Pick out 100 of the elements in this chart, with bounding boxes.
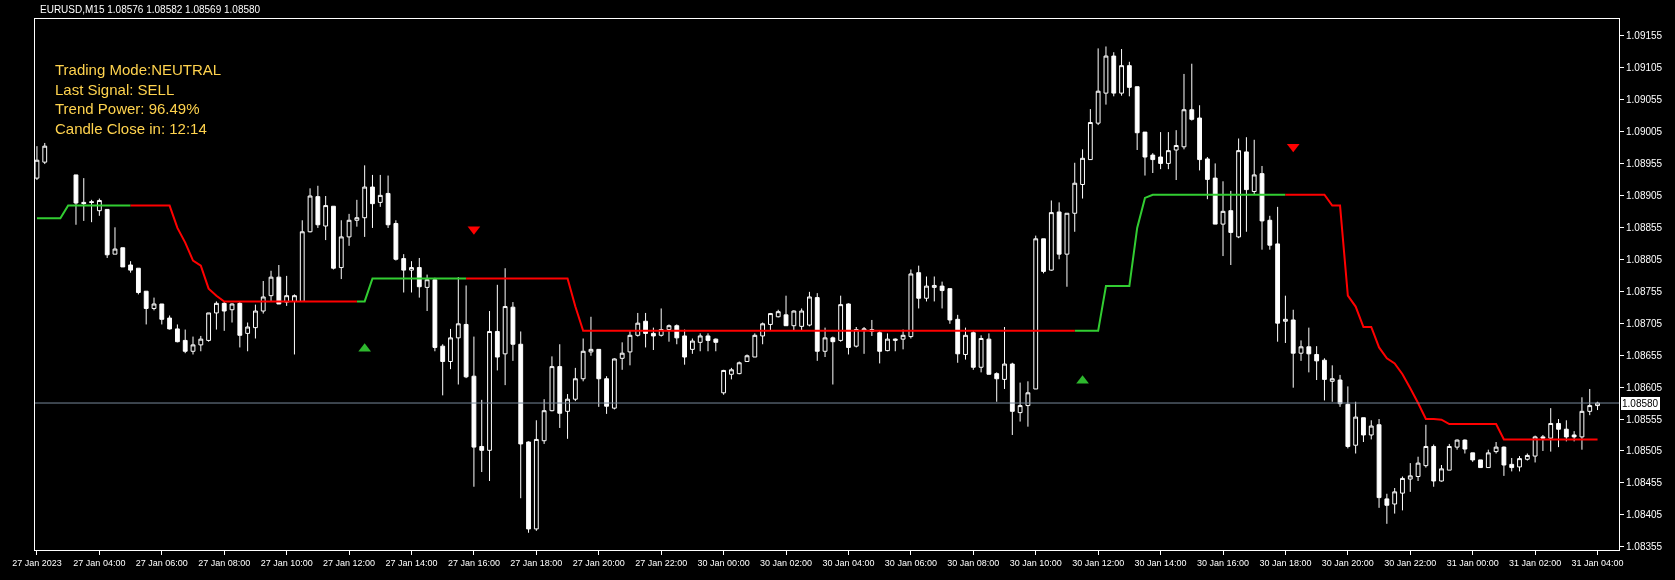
candlestick	[276, 264, 282, 305]
candlestick	[362, 164, 368, 238]
candlestick	[1275, 206, 1281, 343]
candlestick	[471, 336, 477, 488]
candlestick	[229, 302, 235, 324]
candlestick	[448, 328, 453, 370]
candlestick	[494, 284, 500, 371]
candlestick	[245, 322, 251, 352]
candlestick	[908, 268, 914, 339]
candlestick	[736, 361, 742, 375]
candlestick	[1119, 48, 1124, 97]
candlestick	[596, 348, 602, 408]
candlestick	[1142, 131, 1148, 177]
y-tick-label: 1.08405	[1626, 509, 1663, 521]
y-tick-label: 1.08705	[1626, 317, 1663, 329]
candlestick	[1462, 438, 1468, 455]
candlestick	[292, 293, 297, 355]
candlestick	[791, 309, 797, 332]
candlestick	[970, 330, 976, 371]
candlestick	[744, 353, 750, 362]
x-tick-label: 30 Jan 16:00	[1196, 557, 1250, 568]
candlestick	[432, 277, 438, 352]
x-tick-label: 30 Jan 02:00	[760, 557, 813, 568]
candlestick	[1111, 51, 1117, 97]
candlestick	[409, 260, 414, 293]
candlestick	[807, 291, 812, 327]
x-tick-label: 27 Jan 20:00	[572, 557, 625, 568]
candlestick	[424, 274, 430, 312]
candlestick	[331, 205, 336, 270]
candlestick	[1524, 453, 1530, 462]
candlestick	[182, 329, 188, 354]
candlestick	[479, 399, 485, 473]
candlestick	[1353, 401, 1359, 455]
candlestick	[1556, 418, 1561, 448]
x-tick-label: 30 Jan 20:00	[1321, 557, 1374, 568]
candlestick	[916, 265, 922, 309]
candlestick	[260, 280, 266, 315]
candlestick	[1197, 104, 1202, 171]
candlestick	[440, 343, 446, 396]
candlestick	[190, 336, 196, 355]
candlestick	[1165, 131, 1171, 170]
candlestick	[580, 337, 586, 382]
candlestick	[830, 336, 836, 385]
y-tick-label: 1.09055	[1626, 94, 1663, 106]
y-tick-label: 1.08455	[1626, 477, 1663, 489]
candlestick	[549, 355, 555, 412]
candlestick	[120, 247, 126, 268]
candlestick	[1025, 380, 1031, 428]
candlestick	[1173, 129, 1179, 181]
candlestick	[885, 332, 890, 352]
candlestick	[198, 335, 204, 352]
candlestick	[1563, 419, 1569, 442]
candlestick	[1103, 45, 1109, 106]
candlestick	[1415, 456, 1421, 482]
candlestick	[377, 174, 383, 208]
candlestick	[1400, 476, 1405, 511]
candlestick	[323, 195, 329, 241]
candlestick	[1423, 424, 1429, 469]
candlestick	[627, 330, 633, 366]
candlestick	[1267, 215, 1273, 251]
candlestick	[526, 440, 531, 534]
x-tick-label: 31 Jan 04:00	[1571, 557, 1624, 568]
x-tick-label: 27 Jan 08:00	[198, 557, 251, 568]
candlestick	[159, 303, 165, 325]
y-tick-label: 1.08855	[1626, 221, 1663, 233]
candlestick	[299, 219, 305, 302]
x-tick-label: 31 Jan 02:00	[1509, 557, 1562, 568]
candlestick	[1485, 449, 1491, 469]
candlestick	[1009, 362, 1015, 436]
candlestick	[1033, 235, 1039, 390]
candlestick	[1251, 139, 1257, 195]
candlestick	[994, 371, 1000, 403]
candlestick	[799, 307, 805, 332]
chart-title: EURUSD,M15 1.08576 1.08582 1.08569 1.08580	[40, 3, 261, 15]
candlestick	[1329, 364, 1335, 403]
candlestick	[1189, 63, 1195, 122]
candlestick	[1431, 444, 1437, 488]
candlestick	[557, 343, 563, 429]
y-tick-label: 1.09105	[1626, 62, 1663, 74]
candlestick	[1571, 430, 1577, 442]
candlestick	[814, 292, 820, 362]
y-tick-label: 1.08555	[1626, 413, 1663, 425]
candlestick	[1041, 238, 1046, 274]
candlestick	[1080, 148, 1085, 200]
x-tick-label: 30 Jan 18:00	[1259, 557, 1312, 568]
candlestick	[978, 334, 984, 373]
y-tick-label: 1.08755	[1626, 285, 1663, 297]
candlestick	[1439, 464, 1444, 483]
candlestick	[1493, 441, 1499, 455]
candlestick	[1540, 434, 1546, 452]
x-tick-label: 31 Jan 00:00	[1446, 557, 1499, 568]
candlestick	[939, 281, 945, 309]
candlestick	[393, 219, 399, 262]
candlestick	[861, 326, 867, 355]
candlestick	[729, 367, 734, 380]
candlestick	[1345, 385, 1351, 449]
y-tick-label: 1.08355	[1626, 541, 1663, 553]
annotation: Trading Mode:NEUTRAL	[55, 61, 222, 78]
candlestick	[463, 284, 469, 379]
candlestick	[931, 276, 937, 302]
